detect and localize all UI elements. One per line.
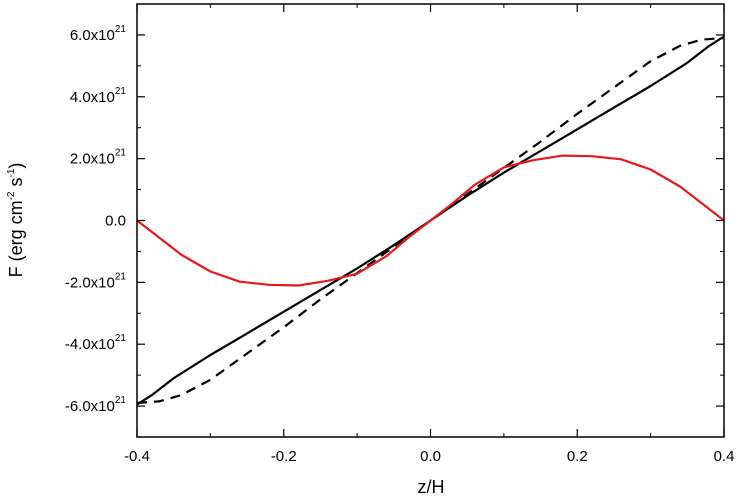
- series-line-3: [136, 154, 725, 287]
- y-tick-label: 0.0: [105, 213, 126, 230]
- x-tick-label: 0.0: [420, 448, 441, 465]
- y-axis-title: F (erg cm-2 s-1): [6, 163, 26, 278]
- x-axis-ticks: -0.4 -0.2 0.0 0.2 0.4: [124, 4, 734, 465]
- x-tick-label: 0.4: [714, 448, 735, 465]
- y-tick-label: -2.0x1021: [65, 271, 127, 291]
- x-tick-label: -0.2: [271, 448, 297, 465]
- y-tick-label: 4.0x1021: [70, 86, 127, 106]
- y-tick-label: -4.0x1021: [65, 333, 127, 353]
- y-tick-label: 2.0x1021: [70, 148, 127, 168]
- x-axis-title: z/H: [418, 477, 445, 497]
- y-tick-label: 6.0x1021: [70, 24, 127, 44]
- x-tick-label: 0.2: [567, 448, 588, 465]
- x-tick-label: -0.4: [124, 448, 150, 465]
- plot-area: [136, 35, 725, 406]
- y-tick-label: -6.0x1021: [65, 395, 127, 415]
- y-axis-ticks: 6.0x1021 4.0x1021 2.0x1021 0.0 -2.0x1021 -4.0…: [65, 3, 724, 438]
